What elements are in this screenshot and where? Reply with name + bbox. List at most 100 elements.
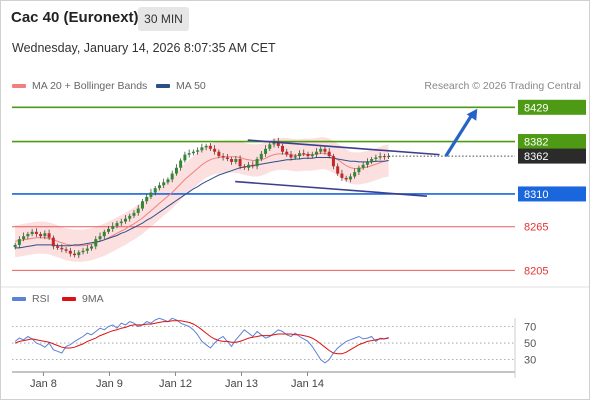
- candle-body: [102, 231, 106, 237]
- x-tick-label: Jan 8: [30, 378, 57, 390]
- level-tag-8362: [518, 148, 586, 164]
- x-tick-label: Jan 14: [291, 378, 324, 390]
- channel-lower-line: [235, 180, 428, 197]
- candle-body: [251, 164, 255, 167]
- legend-rsi: RSI: [12, 293, 50, 305]
- candle-body: [94, 239, 98, 247]
- candle-body: [191, 151, 195, 154]
- candle-body: [170, 173, 174, 180]
- candle-body: [136, 208, 140, 213]
- candle-body: [221, 156, 225, 158]
- candle-body: [179, 160, 183, 168]
- level-label-8205: 8205: [524, 265, 548, 277]
- ma50-label: MA 50: [176, 80, 206, 92]
- candle-body: [264, 148, 268, 154]
- candle-body: [285, 151, 289, 155]
- level-label-8265: 8265: [524, 222, 548, 234]
- candle-body: [208, 145, 212, 149]
- candle-body: [77, 252, 81, 256]
- candle-body: [230, 159, 234, 162]
- candle-body: [378, 156, 382, 158]
- candle-body: [281, 145, 285, 152]
- candle-body: [17, 239, 21, 245]
- candle-body: [157, 185, 161, 189]
- candle-body: [153, 188, 157, 193]
- ma20-swatch: [12, 84, 26, 89]
- rsi-swatch: [12, 297, 26, 302]
- candle-body: [81, 250, 85, 253]
- candle-body: [128, 215, 132, 219]
- candle-body: [56, 246, 60, 248]
- x-tick-label: Jan 9: [96, 378, 123, 390]
- candle-body: [336, 166, 340, 174]
- level-label-8362: 8362: [524, 151, 548, 163]
- candle-body: [297, 153, 301, 157]
- candle-body: [323, 148, 327, 152]
- level-tag-8382: [518, 134, 586, 150]
- candle-body: [107, 228, 111, 232]
- candle-body: [166, 179, 170, 183]
- ma50-line: [15, 157, 389, 249]
- candle-body: [90, 246, 94, 249]
- level-label-8382: 8382: [524, 137, 548, 149]
- rsi-series-rsi: [14, 317, 389, 364]
- legend-ma20: MA 20 + Bollinger Bands: [12, 80, 147, 92]
- candle-body: [132, 212, 136, 216]
- candle-body: [361, 164, 365, 168]
- candle-body: [200, 147, 204, 151]
- candle-body: [183, 154, 187, 161]
- candle-body: [259, 153, 263, 160]
- candle-body: [34, 231, 38, 235]
- rsi-tick-70: 70: [524, 322, 536, 334]
- rsi-label: RSI: [32, 293, 50, 305]
- candle-body: [289, 154, 293, 158]
- candle-body: [247, 164, 251, 168]
- candle-body: [187, 153, 191, 155]
- candle-body: [174, 167, 178, 174]
- candle-body: [242, 166, 246, 168]
- candle-body: [340, 173, 344, 178]
- chart-header: Cac 40 (Euronext) 30 MIN: [0, 0, 590, 38]
- candle-body: [331, 156, 335, 167]
- candle-body: [314, 151, 318, 155]
- timeframe-badge[interactable]: 30 MIN: [138, 7, 189, 31]
- target-arrow-shaft: [444, 114, 473, 157]
- channel-upper-line: [247, 139, 440, 156]
- candle-body: [353, 172, 357, 177]
- level-tag-8429: [518, 99, 586, 115]
- x-tick-label: Jan 12: [159, 378, 192, 390]
- candle-body: [119, 221, 123, 224]
- timestamp: Wednesday, January 14, 2026 8:07:35 AM C…: [12, 41, 276, 55]
- candle-body: [268, 144, 272, 149]
- candle-body: [162, 182, 166, 186]
- ma20-line: [15, 152, 389, 247]
- rsi-ma-swatch: [62, 297, 76, 302]
- candle-body: [26, 234, 30, 237]
- candle-body: [60, 247, 64, 250]
- level-label-8310: 8310: [524, 189, 548, 201]
- candle-body: [348, 176, 352, 180]
- rsi-series-9ma: [14, 320, 389, 355]
- candle-body: [64, 249, 68, 251]
- candle-body: [115, 223, 119, 227]
- candle-body: [123, 218, 127, 222]
- candle-body: [204, 145, 208, 148]
- candle-body: [98, 236, 102, 240]
- candle-body: [370, 159, 374, 162]
- candle-body: [140, 201, 144, 209]
- candle-body: [306, 153, 310, 157]
- level-tag-8310: [518, 186, 586, 202]
- candle-body: [365, 161, 369, 165]
- candle-body: [30, 231, 34, 235]
- candle-body: [196, 150, 200, 152]
- candle-body: [43, 233, 47, 237]
- candle-body: [51, 237, 55, 247]
- candle-body: [13, 244, 17, 248]
- candle-body: [310, 154, 314, 157]
- rsi-tick-50: 50: [524, 338, 536, 350]
- candle-body: [344, 177, 348, 180]
- candle-body: [111, 226, 115, 229]
- candle-body: [255, 159, 259, 167]
- candle-body: [68, 250, 72, 254]
